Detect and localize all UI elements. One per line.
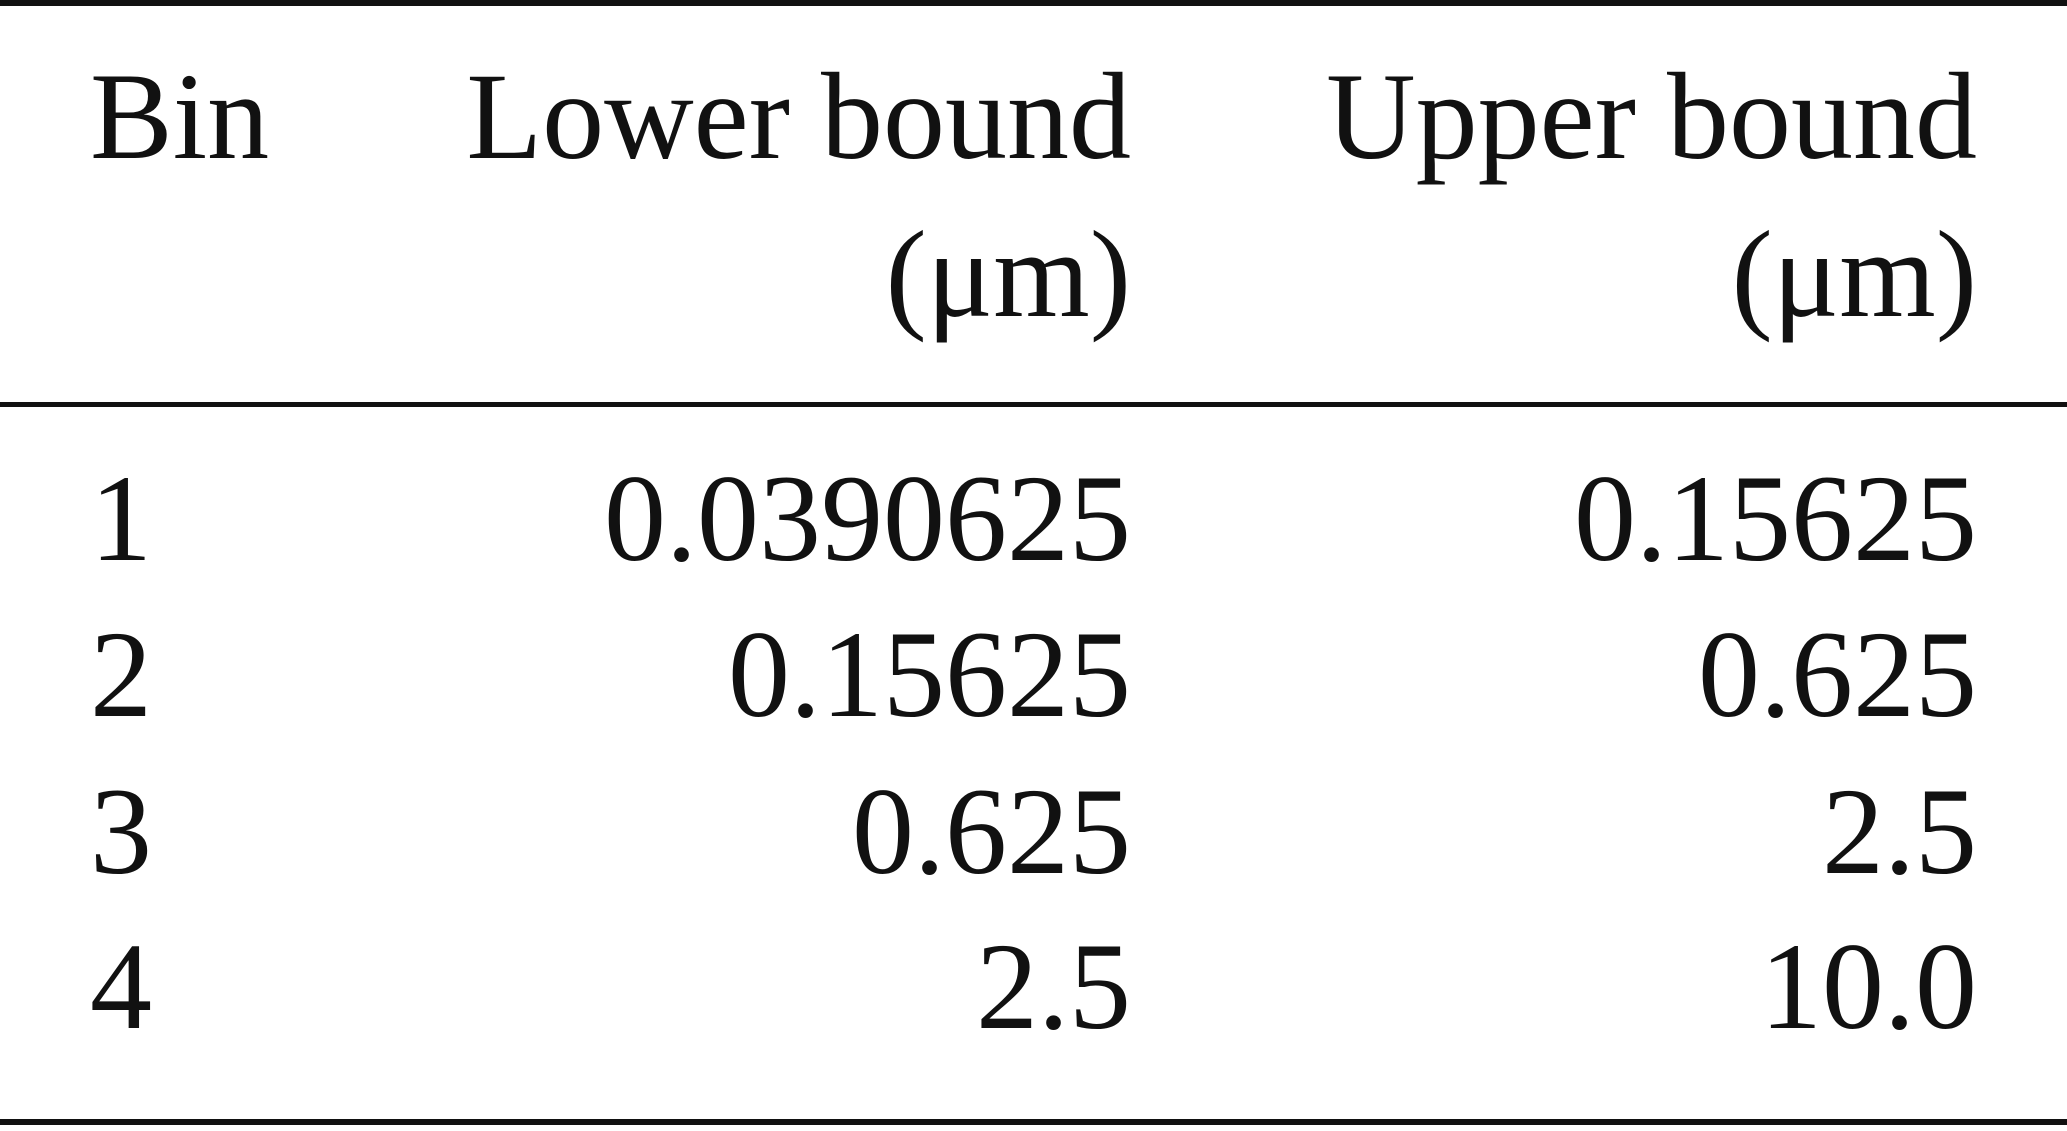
header-cell: Bin <box>90 48 269 185</box>
cell: 3 <box>90 763 152 900</box>
header-cell: Lower bound <box>466 48 1131 185</box>
cell: 2.5 <box>1822 763 1977 900</box>
bottom-rule <box>0 1119 2067 1125</box>
cell: 1 <box>90 450 152 587</box>
cell: 0.625 <box>1698 606 1977 743</box>
cell: 2 <box>90 606 152 743</box>
top-rule <box>0 0 2067 6</box>
cell: 0.0390625 <box>604 450 1131 587</box>
cell: 2.5 <box>976 918 1131 1055</box>
cell: 4 <box>90 918 152 1055</box>
cell: 10.0 <box>1760 918 1977 1055</box>
header-cell: (μm) <box>885 206 1131 343</box>
header-cell: (μm) <box>1731 206 1977 343</box>
cell: 0.15625 <box>728 606 1131 743</box>
header-cell: Upper bound <box>1326 48 1977 185</box>
header-rule <box>0 402 2067 407</box>
cell: 0.625 <box>852 763 1131 900</box>
cell: 0.15625 <box>1574 450 1977 587</box>
